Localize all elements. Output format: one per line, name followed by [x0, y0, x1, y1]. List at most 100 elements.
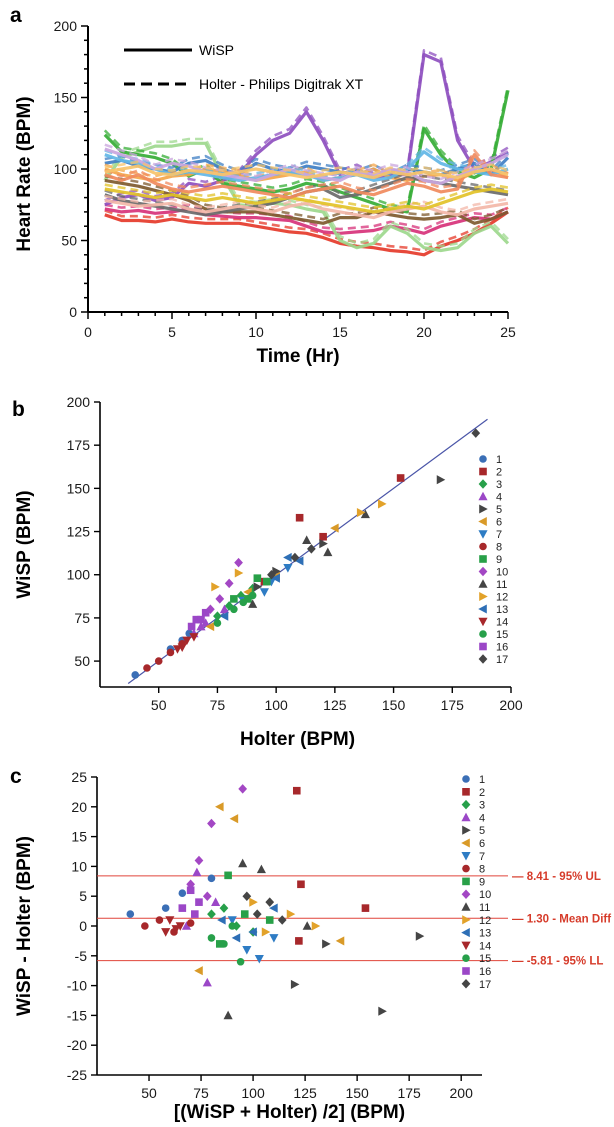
panel-b-point [319, 539, 328, 549]
panel-c-legend-label: 10 [479, 889, 491, 901]
panel-c-point [227, 916, 237, 925]
panel-b-legend-label: 16 [496, 642, 508, 654]
panel-c-point [229, 814, 239, 824]
panel-c-legend-marker [461, 941, 471, 951]
panel-b-point [248, 591, 257, 600]
panel-b-point [271, 573, 280, 583]
panel-b-legend-label: 6 [496, 517, 502, 529]
panel-c-point [261, 927, 271, 937]
panel-a-x-tick-label: 15 [332, 324, 348, 340]
panel-c-legend-label: 16 [479, 966, 491, 978]
panel-b-point [262, 577, 271, 586]
panel-b-legend-marker [478, 654, 488, 664]
panel-b-point [360, 509, 370, 519]
panel-b-point [239, 598, 248, 607]
panel-a-series-dashed-line [104, 143, 509, 181]
panel-b-legend-label: 14 [496, 617, 508, 629]
panel-c-legend-marker [462, 788, 470, 796]
panel-a-x-tick-label: 5 [168, 324, 176, 340]
panel-b-point [131, 671, 140, 679]
panel-c-legend-marker [462, 775, 470, 783]
panel-b-point [330, 523, 339, 533]
panel-b-point [205, 621, 215, 632]
panel-a-x-tick-label: 10 [248, 324, 264, 340]
panel-b-point [201, 618, 211, 627]
panel-c-legend-label: 9 [479, 876, 485, 888]
panel-c-legend-label: 2 [479, 787, 485, 799]
panel-b-legend-marker [479, 455, 487, 463]
panel-c-point [175, 922, 185, 931]
panel-c-y-tick-label: 25 [71, 769, 87, 785]
panel-b-point [290, 552, 300, 563]
panel-c-point [141, 922, 149, 930]
panel-a-y-tick-label: 50 [61, 233, 77, 249]
panel-c-legend-label: 12 [479, 915, 491, 927]
panel-c-point [217, 915, 226, 925]
panel-a-series-line [104, 164, 509, 180]
panel-c-point [240, 910, 249, 918]
panel-c-point [202, 891, 212, 901]
panel-b-point [294, 556, 304, 566]
panel-c-point [165, 916, 175, 925]
panel-c-legend-marker [461, 838, 470, 848]
panel-c-point [231, 933, 241, 943]
panel-b-point [196, 621, 206, 631]
panel-c-legend-label: 14 [479, 940, 491, 952]
panel-c-point [238, 784, 248, 794]
panel-a-series-dashed-line [104, 206, 509, 252]
panel-c-legend-marker [461, 852, 471, 861]
panel-c-point [242, 946, 252, 955]
panel-c-y-tick-label: 10 [71, 858, 87, 874]
panel-a-y-tick-label: 100 [54, 161, 78, 177]
panel-c-point [378, 1006, 387, 1016]
panel-c-y-tick-label: -25 [67, 1067, 87, 1083]
panel-a-x-axis-title: Time (Hr) [256, 346, 339, 367]
panel-c-point [207, 934, 216, 942]
panel-c-point [277, 915, 287, 925]
panel-c-x-tick-label: 125 [293, 1085, 317, 1101]
panel-b-point [219, 611, 229, 621]
panel-a-series-line [104, 187, 509, 214]
panel-b-y-tick-label: 150 [67, 480, 91, 496]
panel-c-reference-label: — -5.81 - 95% LL [512, 956, 603, 968]
panel-b-y-tick-label: 200 [67, 394, 91, 410]
panel-c-point [171, 925, 181, 934]
panel-b-legend-label: 15 [496, 629, 508, 641]
panel-c-y-tick-label: 0 [79, 918, 87, 934]
panel-a-series-dashed-line [104, 163, 509, 178]
panel-c-legend-marker [461, 889, 471, 899]
panel-b-legend-marker [478, 491, 488, 501]
panel-a-series-line [104, 207, 509, 235]
panel-c-point [181, 921, 192, 930]
panel-a-y-tick-label: 150 [54, 90, 78, 106]
panel-b-x-tick-label: 100 [264, 697, 288, 713]
panel-c-y-tick-label: 20 [71, 799, 87, 815]
panel-b-x-tick-label: 175 [441, 697, 465, 713]
panel-b-point [189, 633, 199, 642]
panel-b-legend-marker [479, 504, 488, 514]
panel-b-x-tick-label: 150 [382, 697, 406, 713]
panel-b-point [396, 474, 405, 482]
panel-b-legend-marker [479, 642, 487, 651]
panel-b-point [166, 648, 175, 657]
panel-b-point [356, 507, 366, 518]
panel-b-point [234, 557, 243, 568]
panel-c-y-tick-label: -15 [67, 1007, 87, 1023]
panel-c-point [155, 916, 164, 924]
panel-c-legend-label: 15 [479, 953, 491, 965]
panel-b-point [307, 544, 316, 554]
panel-c-reference-label: — 8.41 - 95% UL [512, 871, 601, 883]
panel-c-point [215, 802, 224, 812]
panel-b-point [295, 513, 304, 522]
panel-b-point [302, 535, 312, 544]
panel-c-point [292, 786, 301, 795]
panel-c-y-tick-label: -20 [67, 1037, 87, 1053]
panel-b-legend-label: 5 [496, 504, 502, 516]
panel-b-legend-label: 17 [496, 654, 508, 666]
panel-c-y-tick-label: 5 [79, 888, 87, 904]
panel-c-label: c [10, 765, 22, 788]
panel-b-legend-label: 9 [496, 554, 502, 566]
panel-c-legend-marker [461, 902, 471, 911]
panel-c-legend-label: 8 [479, 864, 485, 876]
panel-b-legend-marker [478, 579, 488, 588]
